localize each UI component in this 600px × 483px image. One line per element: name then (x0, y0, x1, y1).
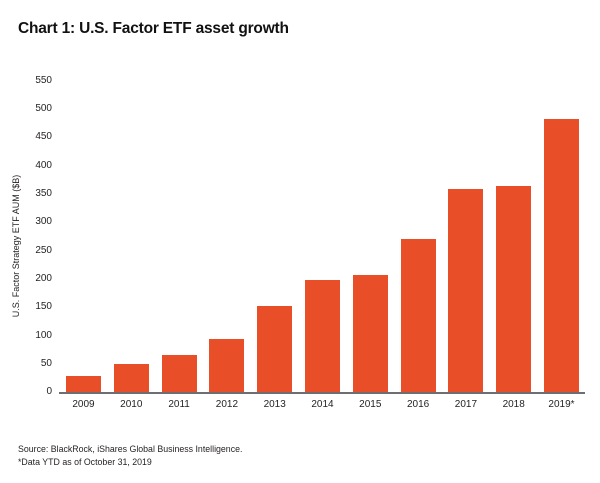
y-tick-label: 0 (46, 386, 52, 398)
y-tick-label: 200 (35, 272, 52, 284)
x-tick-label: 2013 (263, 399, 286, 410)
y-tick-label: 250 (35, 244, 52, 256)
bar-2017 (448, 189, 484, 392)
y-tick-label: 300 (35, 216, 52, 228)
x-tick-label: 2015 (359, 399, 382, 410)
x-tick-label: 2017 (454, 399, 478, 410)
y-tick-label: 550 (35, 74, 52, 86)
y-tick-label: 50 (40, 357, 52, 369)
y-tick-label: 500 (35, 103, 52, 115)
x-tick-label: 2012 (215, 399, 239, 410)
y-tick-label: 150 (35, 301, 52, 313)
y-tick-label: 400 (35, 159, 52, 171)
bar-2018 (496, 185, 532, 392)
bar-2011 (161, 355, 197, 392)
footnote-line: *Data YTD as of October 31, 2019 (18, 456, 152, 467)
x-tick-label: 2009 (72, 399, 95, 410)
bar-2010 (113, 363, 149, 392)
bar-2012 (209, 339, 245, 392)
x-tick-label: 2019* (548, 399, 575, 410)
y-tick-label: 100 (35, 329, 52, 341)
source-line: Source: BlackRock, iShares Global Busine… (18, 444, 243, 454)
bar-2014 (305, 279, 340, 392)
x-tick-label: 2016 (406, 399, 430, 410)
x-tick-label: 2014 (311, 399, 334, 410)
y-tick-label: 350 (35, 188, 52, 200)
source-note: Source: BlackRock, iShares Global Busine… (18, 443, 242, 468)
bar-2009 (66, 376, 101, 392)
bar-2019* (544, 119, 579, 392)
x-tick-label: 2018 (502, 399, 525, 410)
chart-title: Chart 1: U.S. Factor ETF asset growth (18, 20, 289, 37)
x-tick-label: 2010 (120, 399, 143, 410)
bar-2016 (400, 238, 436, 392)
y-tick-label: 450 (35, 131, 52, 143)
x-axis-line (59, 391, 585, 394)
bar-2015 (352, 275, 388, 392)
bar-2013 (257, 305, 293, 392)
x-tick-label: 2011 (168, 399, 190, 410)
